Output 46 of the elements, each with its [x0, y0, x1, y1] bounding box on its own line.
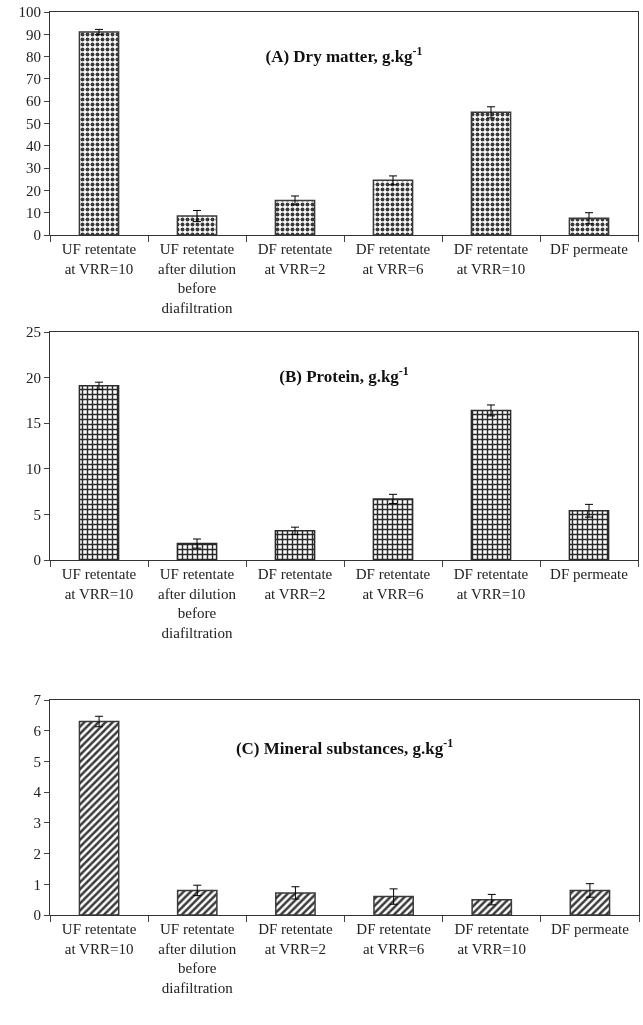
y-tick-label: 5	[33, 506, 41, 523]
x-tick-label: UF retentate after dilution before diafiltration	[158, 566, 237, 641]
y-tick-label: 10	[26, 461, 41, 478]
y-tick-label: 10	[26, 204, 41, 221]
y-tick-label: 3	[33, 815, 41, 832]
x-tick-label: UF retentate after dilution before diafiltration	[158, 921, 237, 996]
x-tick-label: DF retentate at VRR=2	[257, 241, 333, 277]
y-tick-label: 70	[26, 71, 41, 88]
y-tick-label: 4	[33, 784, 42, 801]
y-tick-label: 6	[33, 722, 42, 739]
y-tick-label: 25	[26, 324, 41, 341]
x-tick-label: UF retentate after dilution before diafiltration	[158, 241, 237, 316]
y-tick-label: 90	[26, 26, 41, 43]
y-tick-label: 50	[26, 115, 41, 132]
y-tick-label: 1	[33, 876, 41, 893]
x-tick-label: DF retentate at VRR=10	[453, 566, 529, 602]
y-tick-label: 2	[33, 845, 41, 862]
x-tick-label: DF retentate at VRR=6	[355, 241, 431, 277]
x-tick-label: UF retentate at VRR=10	[61, 921, 137, 957]
y-tick-label: 20	[26, 182, 41, 199]
x-tick-label: DF permeate	[550, 921, 630, 937]
x-tick-label: UF retentate at VRR=10	[61, 566, 137, 602]
x-tick-label: DF permeate	[550, 566, 629, 582]
x-tick-label: DF retentate at VRR=10	[454, 921, 530, 957]
y-tick-label: 0	[33, 552, 41, 569]
text: (C) Mineral substances, g.kg$^{-1}$	[235, 735, 454, 758]
y-tick-label: 7	[33, 692, 42, 709]
y-tick-label: 20	[26, 369, 41, 386]
text: (B) Protein, g.kg$^{-1}$	[279, 363, 409, 386]
x-tick-label: DF retentate at VRR=6	[355, 566, 431, 602]
x-tick-label: DF retentate at VRR=10	[453, 241, 529, 277]
x-tick-label: DF retentate at VRR=2	[257, 566, 333, 602]
y-tick-label: 30	[26, 160, 41, 177]
y-tick-label: 60	[26, 93, 41, 110]
x-tick-label: UF retentate at VRR=10	[61, 241, 137, 277]
y-tick-label: 15	[26, 415, 41, 432]
y-tick-label: 0	[33, 907, 41, 924]
x-tick-label: DF retentate at VRR=6	[356, 921, 432, 957]
y-tick-label: 0	[33, 227, 41, 244]
x-tick-label: DF retentate at VRR=2	[258, 921, 334, 957]
y-tick-label: 100	[18, 4, 41, 21]
y-tick-label: 5	[33, 753, 41, 770]
text: (A) Dry matter, g.kg$^{-1}$	[265, 43, 423, 66]
y-tick-label: 80	[26, 48, 41, 65]
y-tick-label: 40	[26, 138, 41, 155]
x-tick-label: DF permeate	[550, 241, 629, 257]
